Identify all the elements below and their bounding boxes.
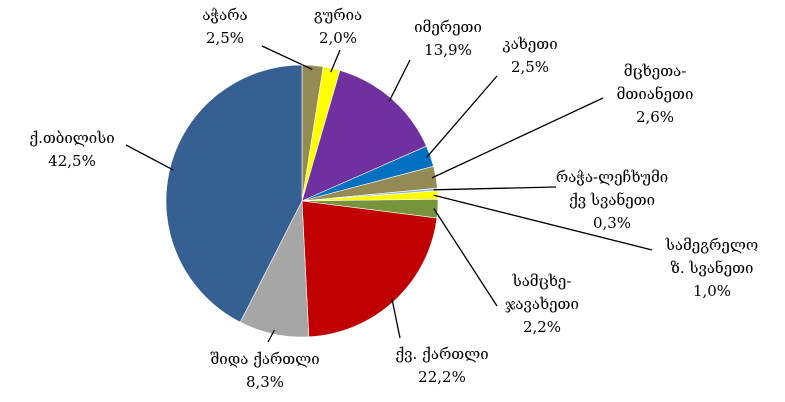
leader-line <box>261 45 313 70</box>
label-line: სამეგრელო <box>665 236 758 254</box>
value-label: 1,0% <box>693 282 731 300</box>
label-line: ქვ. ქართლი <box>395 345 488 363</box>
leader-line <box>391 297 401 339</box>
label-line: შიდა ქართლი <box>210 350 319 368</box>
slice-label: იმერეთი <box>414 18 482 36</box>
label-line: ზ. სვანეთი <box>671 259 754 277</box>
slice-label: ქ.თბილისი <box>29 129 114 147</box>
slice-label: გურია <box>314 6 362 24</box>
value-label: 2,2% <box>523 318 561 336</box>
slice-label: კახეთი <box>502 35 557 53</box>
label-line: მთიანეთი <box>617 85 694 103</box>
leader-line <box>330 49 341 73</box>
slice-label: აჭარა <box>202 6 247 24</box>
value-label: 22,2% <box>418 368 466 386</box>
slice-label: შიდა ქართლი <box>210 350 319 368</box>
value-label: 2,6% <box>636 108 674 126</box>
label-line: იმერეთი <box>414 18 482 36</box>
value-label: 2,5% <box>206 29 244 47</box>
label-line: აჭარა <box>202 6 247 24</box>
value-label: 13,9% <box>424 41 472 59</box>
leader-line <box>267 329 275 343</box>
pie-slice <box>301 70 427 202</box>
value-label: 8,3% <box>246 373 284 391</box>
leader-line <box>125 144 174 171</box>
label-line: მცხეთა- <box>624 62 687 80</box>
slice-label: სამცხე-ჯავახეთი <box>505 272 579 313</box>
label-line: სამცხე- <box>512 272 572 290</box>
slice-label: ქვ. ქართლი <box>395 345 488 363</box>
label-line: გურია <box>314 6 362 24</box>
label-line: კახეთი <box>502 35 557 53</box>
slice-label: რაჭა-ლეჩხუმი ქვ სვანეთი <box>556 168 668 209</box>
value-label: 2,5% <box>511 58 549 76</box>
value-label: 2,0% <box>319 29 357 47</box>
slice-label: მცხეთა-მთიანეთი <box>617 62 694 103</box>
leader-line <box>433 186 557 191</box>
pie-slice <box>301 200 438 338</box>
leader-line <box>431 97 604 179</box>
label-line: რაჭა-ლეჩხუმი <box>556 168 668 186</box>
label-line: ქ.თბილისი <box>29 129 114 147</box>
leader-line <box>388 59 411 103</box>
leader-line <box>433 194 653 251</box>
leader-line <box>426 75 498 158</box>
slice-label: სამეგრელო ზ. სვანეთი <box>665 236 758 277</box>
value-label: 0,3% <box>593 214 631 232</box>
label-line: ქვ სვანეთი <box>569 191 655 209</box>
pie-slice <box>165 64 303 323</box>
value-label: 42,5% <box>48 152 96 170</box>
leader-line <box>433 208 498 307</box>
label-line: ჯავახეთი <box>505 295 579 313</box>
